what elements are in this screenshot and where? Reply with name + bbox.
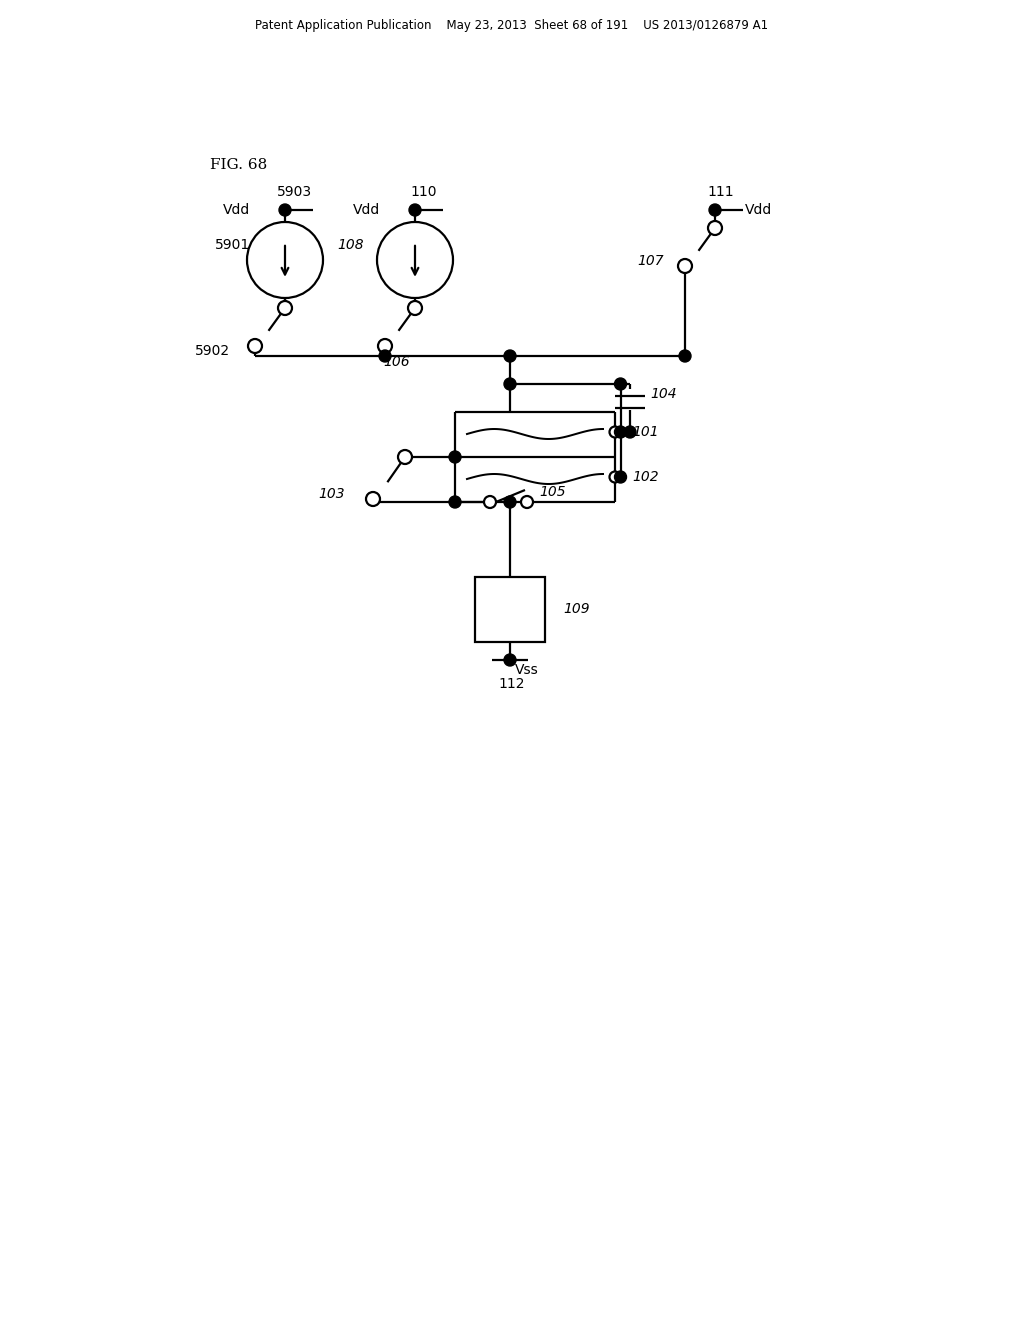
Circle shape [679,350,691,362]
Text: 111: 111 [707,185,733,199]
Text: 109: 109 [563,602,590,616]
Text: 107: 107 [637,253,664,268]
Circle shape [278,301,292,315]
Circle shape [279,205,291,216]
Text: Vss: Vss [515,663,539,677]
Text: 102: 102 [633,470,659,484]
Circle shape [484,496,496,508]
Text: FIG. 68: FIG. 68 [210,158,267,172]
Circle shape [366,492,380,506]
Circle shape [678,259,692,273]
Text: 105: 105 [539,484,565,499]
Circle shape [449,451,461,463]
Circle shape [624,426,636,438]
Circle shape [614,471,627,483]
Text: Patent Application Publication    May 23, 2013  Sheet 68 of 191    US 2013/01268: Patent Application Publication May 23, 2… [255,18,769,32]
Circle shape [408,301,422,315]
Text: 108: 108 [337,238,364,252]
Circle shape [614,426,627,438]
Text: Vdd: Vdd [223,203,250,216]
Text: 101: 101 [633,425,659,440]
Circle shape [614,378,627,389]
Text: 5903: 5903 [278,185,312,199]
Circle shape [398,450,412,465]
Text: 106: 106 [383,355,410,370]
Circle shape [248,339,262,352]
Text: 104: 104 [650,387,677,401]
Circle shape [708,220,722,235]
Text: Vdd: Vdd [745,203,772,216]
Circle shape [504,378,516,389]
Circle shape [378,339,392,352]
Circle shape [504,350,516,362]
Circle shape [609,471,621,483]
Circle shape [504,496,516,508]
Circle shape [521,496,534,508]
Text: Vdd: Vdd [353,203,380,216]
Circle shape [409,205,421,216]
Circle shape [609,426,621,437]
Bar [475,577,545,642]
Text: 110: 110 [410,185,436,199]
Text: 5901: 5901 [215,238,250,252]
Text: 5902: 5902 [195,345,230,358]
Circle shape [449,496,461,508]
Circle shape [709,205,721,216]
Text: 112: 112 [498,677,524,690]
Text: 103: 103 [318,487,345,502]
Circle shape [379,350,391,362]
Circle shape [504,653,516,667]
